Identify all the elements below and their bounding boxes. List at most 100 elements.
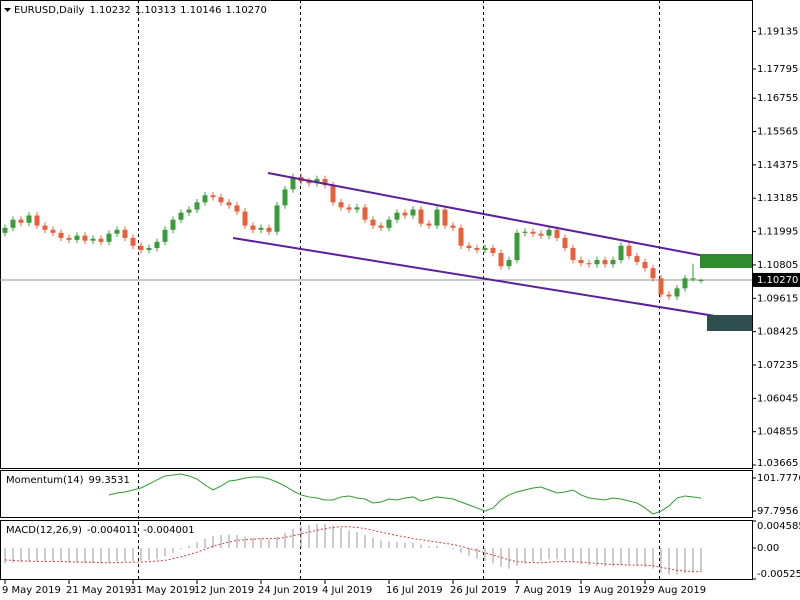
candle-body (226, 202, 232, 206)
x-tick-label: 16 Jul 2019 (386, 585, 443, 596)
candle-body (602, 260, 608, 265)
candle-body (330, 185, 336, 203)
chart-header: EURUSD,Daily 1.10232 1.10313 1.10146 1.10270 (14, 5, 267, 16)
candle-body (202, 195, 208, 203)
candle-body (266, 227, 272, 232)
candle-body (170, 219, 176, 230)
candle-body (210, 195, 216, 198)
candle-body (354, 207, 360, 210)
target-box-up (700, 254, 752, 268)
candle-body (546, 229, 552, 236)
candle-body (346, 207, 352, 210)
candle-body (290, 177, 296, 190)
candle-body (234, 205, 240, 212)
candle-body (634, 256, 640, 263)
y-tick-label: 1.08425 (757, 327, 798, 338)
y-tick-label: 1.10805 (757, 260, 798, 271)
price-tag (752, 272, 800, 287)
candle-body (578, 260, 584, 264)
candle-body (482, 247, 488, 250)
candle-body (474, 247, 480, 250)
target-box-down (707, 315, 752, 331)
candle-body (458, 227, 464, 246)
candle-body (554, 229, 560, 238)
x-tick-label: 31 May 2019 (130, 585, 195, 596)
candle-body (530, 231, 536, 234)
candle-body (218, 197, 224, 203)
candle-body (586, 263, 592, 265)
candle-body (690, 278, 696, 280)
candle-body (338, 202, 344, 208)
x-tick-label: 12 Jun 2019 (194, 585, 254, 596)
candle-body (562, 237, 568, 248)
y-tick-label: 1.09615 (757, 293, 798, 304)
momentum-panel (0, 470, 753, 518)
candle-body (426, 223, 432, 226)
candle-body (610, 260, 616, 265)
close-value: 1.10270 (226, 5, 267, 16)
candle-body (506, 260, 512, 267)
y-tick-label: 1.03665 (757, 458, 798, 469)
indicator-name: Momentum(14) (6, 475, 84, 486)
candle-body (522, 231, 528, 233)
candle-body (490, 247, 496, 254)
candle-body (130, 237, 136, 246)
candle-body (618, 245, 624, 261)
candle-body (650, 268, 656, 279)
candle-body (362, 207, 368, 220)
indicator-value: -0.004011 (87, 525, 138, 536)
candle-body (418, 209, 424, 224)
y-tick-label: 0.004585 (757, 521, 800, 532)
candle-body (626, 245, 632, 257)
candle-body (58, 232, 64, 238)
low-value: 1.10146 (180, 5, 221, 16)
open-value: 1.10232 (89, 5, 130, 16)
menu-icon[interactable] (4, 8, 11, 12)
candle-body (2, 227, 8, 233)
candle-body (258, 227, 264, 230)
candle-body (538, 233, 544, 236)
candle-body (594, 260, 600, 265)
candle-body (498, 253, 504, 267)
x-tick-label: 19 Aug 2019 (578, 585, 642, 596)
candle-body (658, 278, 664, 295)
candle-body (682, 278, 688, 289)
indicator-value: 99.3531 (89, 475, 130, 486)
y-tick-label: 0.00 (757, 543, 779, 554)
candle-body (186, 209, 192, 213)
candle-body (90, 238, 96, 241)
macd-header: MACD(12,26,9) -0.004011 -0.004001 (6, 525, 195, 536)
candle-body (378, 225, 384, 228)
candle-body (322, 179, 328, 186)
x-tick-label: 9 May 2019 (2, 585, 61, 596)
candle-body (50, 229, 56, 233)
candle-body (106, 233, 112, 242)
candle-body (570, 247, 576, 261)
plot (0, 173, 752, 575)
momentum-header: Momentum(14) 99.3531 (6, 475, 130, 486)
y-tick-label: 1.07235 (757, 360, 798, 371)
candle-body (194, 202, 200, 210)
x-tick-label: 7 Aug 2019 (514, 585, 572, 596)
signal-line (4, 526, 702, 573)
candle-body (314, 179, 320, 184)
high-value: 1.10313 (135, 5, 176, 16)
candle-body (674, 288, 680, 297)
y-tick-label: 1.11995 (757, 227, 798, 238)
candle-body (386, 219, 392, 228)
y-tick-label: 1.16755 (757, 93, 798, 104)
y-tick-label: 1.14375 (757, 160, 798, 171)
y-tick-label: 1.17795 (757, 64, 798, 75)
macd-panel (0, 520, 753, 580)
candle-body (282, 189, 288, 206)
indicator-name: MACD(12,26,9) (6, 525, 82, 536)
candle-body (10, 219, 16, 228)
candle-body (394, 212, 400, 220)
candle-body (98, 238, 104, 242)
candle-body (466, 245, 472, 248)
channel-lower (232, 237, 753, 323)
candle-body (26, 215, 32, 223)
